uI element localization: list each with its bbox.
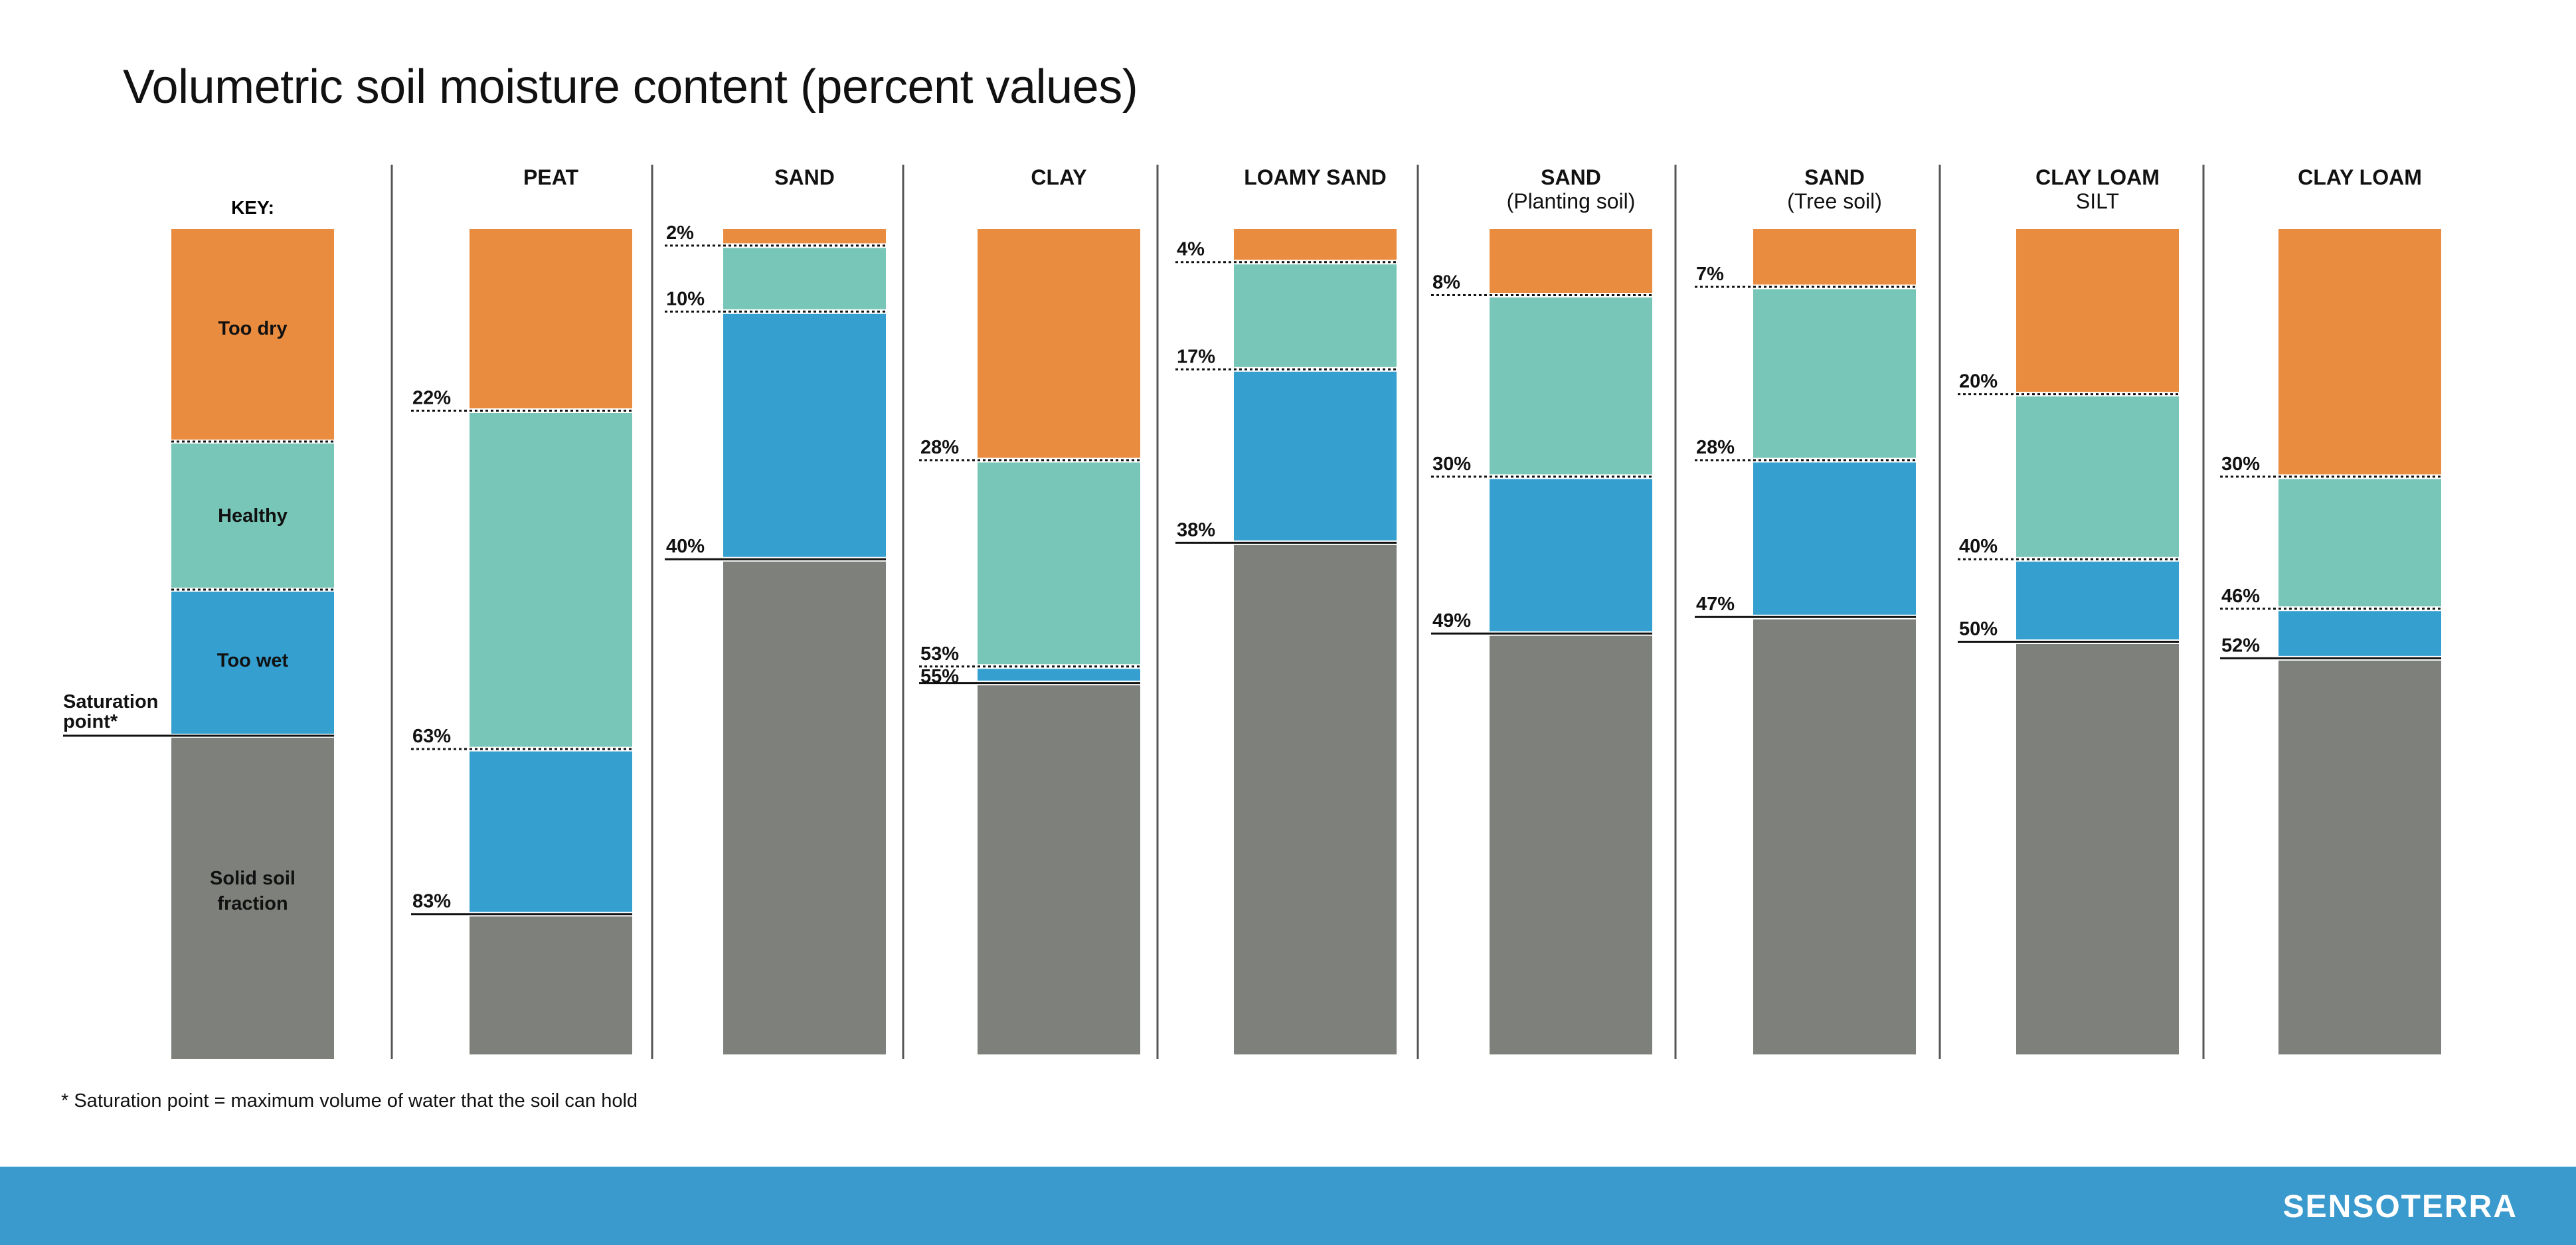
chart-key: KEY: Too dry Healthy Too wet Solid soil fract…: [63, 197, 334, 1059]
key-solid-swatch: [171, 736, 334, 1059]
key-label-solid-line1: Solid soil: [210, 868, 296, 889]
page-title: Volumetric soil moisture content (percen…: [123, 60, 1138, 114]
threshold-label: 7%: [1696, 264, 1724, 285]
threshold-label: 55%: [920, 666, 959, 687]
segment-too-dry: [2016, 229, 2179, 394]
column-title-line: CLAY LOAM: [2035, 165, 2160, 189]
column-title-line: SILT: [2076, 189, 2119, 213]
segment-healthy: [723, 245, 886, 312]
segment-healthy: [1234, 262, 1397, 370]
segment-too-dry: [2278, 229, 2441, 477]
threshold-label: 83%: [412, 891, 451, 912]
soil-column: LOAMY SAND 4% 17% 38%: [1175, 165, 1397, 1054]
segment-solid: [723, 559, 886, 1054]
segment-too-dry: [1753, 229, 1916, 288]
threshold-label: 47%: [1696, 594, 1735, 615]
threshold-label: 53%: [920, 643, 959, 665]
column-dividers: [390, 165, 2205, 1059]
saturation-footnote: * Saturation point = maximum volume of w…: [61, 1090, 638, 1112]
segment-solid: [1753, 617, 1916, 1054]
threshold-label: 49%: [1432, 610, 1471, 631]
column-title-line: (Planting soil): [1507, 189, 1636, 213]
soil-column: SAND(Tree soil) 7% 28% 47%: [1695, 165, 1916, 1054]
segment-healthy: [2278, 476, 2441, 609]
key-saturation-label-line2: point*: [63, 711, 118, 732]
segment-healthy: [978, 460, 1140, 667]
brand-logo: SENSOTERRA: [2282, 1189, 2518, 1224]
segment-too-dry: [1234, 229, 1397, 262]
threshold-label: 30%: [1432, 454, 1471, 475]
key-label-healthy: Healthy: [218, 505, 288, 527]
segment-too-dry: [723, 229, 886, 246]
threshold-label: 28%: [1696, 437, 1735, 458]
threshold-label: 2%: [666, 222, 694, 244]
column-title-line: SAND: [1541, 165, 1601, 189]
soil-columns: PEAT 22% 63% 83% SAND 2% 10% 40% CLAY 28% 53%55% LO…: [411, 165, 2441, 1054]
segment-solid: [1234, 542, 1397, 1054]
segment-too-wet: [1234, 369, 1397, 543]
threshold-label: 4%: [1177, 239, 1205, 260]
threshold-label: 17%: [1177, 346, 1215, 367]
column-title-line: LOAMY SAND: [1244, 165, 1387, 189]
column-title-line: SAND: [774, 165, 835, 189]
soil-column: CLAY LOAM 30% 46% 52%: [2220, 165, 2441, 1054]
soil-column: PEAT 22% 63% 83%: [411, 165, 632, 1054]
segment-solid: [2278, 658, 2441, 1054]
segment-too-wet: [2016, 559, 2179, 642]
segment-too-dry: [1490, 229, 1652, 295]
key-too-dry-swatch: [171, 229, 334, 442]
segment-solid: [978, 683, 1140, 1054]
segment-solid: [470, 914, 632, 1054]
footer-band: [0, 1167, 2576, 1245]
threshold-label: 30%: [2221, 454, 2260, 475]
segment-too-wet: [2278, 608, 2441, 659]
key-label-solid-line2: fraction: [217, 893, 288, 914]
soil-column: SAND(Planting soil) 8% 30% 49%: [1431, 165, 1652, 1054]
threshold-label: 63%: [412, 726, 451, 747]
segment-solid: [2016, 641, 2179, 1054]
threshold-label: 50%: [1959, 619, 1998, 640]
key-saturation-label-line1: Saturation: [63, 691, 158, 712]
segment-too-dry: [470, 229, 632, 411]
segment-solid: [1490, 633, 1652, 1054]
soil-column: CLAY 28% 53%55%: [919, 165, 1140, 1054]
key-label-too-dry: Too dry: [218, 318, 287, 339]
column-title-line: (Tree soil): [1787, 189, 1882, 213]
threshold-label: 40%: [1959, 536, 1998, 557]
segment-healthy: [1753, 287, 1916, 461]
threshold-label: 46%: [2221, 586, 2260, 607]
soil-moisture-chart: KEY: Too dry Healthy Too wet Solid soil fract…: [63, 165, 2441, 1059]
threshold-label: 40%: [666, 536, 705, 557]
threshold-label: 20%: [1959, 371, 1998, 392]
column-title-line: SAND: [1804, 165, 1865, 189]
segment-too-wet: [1753, 460, 1916, 618]
column-title-line: PEAT: [523, 165, 578, 189]
threshold-label: 28%: [920, 437, 959, 458]
segment-too-dry: [978, 229, 1140, 461]
threshold-label: 52%: [2221, 635, 2260, 656]
segment-too-wet: [723, 311, 886, 560]
threshold-label: 22%: [412, 387, 451, 408]
column-title-line: CLAY: [1031, 165, 1086, 189]
column-title-line: CLAY LOAM: [2298, 165, 2422, 189]
threshold-label: 8%: [1432, 272, 1460, 293]
segment-healthy: [470, 410, 632, 750]
soil-column: SAND 2% 10% 40%: [665, 165, 886, 1054]
segment-healthy: [1490, 295, 1652, 477]
threshold-label: 10%: [666, 288, 705, 309]
key-too-wet-swatch: [171, 590, 334, 736]
threshold-label: 38%: [1177, 519, 1215, 540]
segment-too-wet: [978, 666, 1140, 683]
segment-too-wet: [470, 749, 632, 914]
key-healthy-swatch: [171, 442, 334, 590]
segment-healthy: [2016, 394, 2179, 560]
key-label-too-wet: Too wet: [217, 650, 289, 671]
segment-too-wet: [1490, 476, 1652, 634]
key-title: KEY:: [231, 197, 274, 218]
